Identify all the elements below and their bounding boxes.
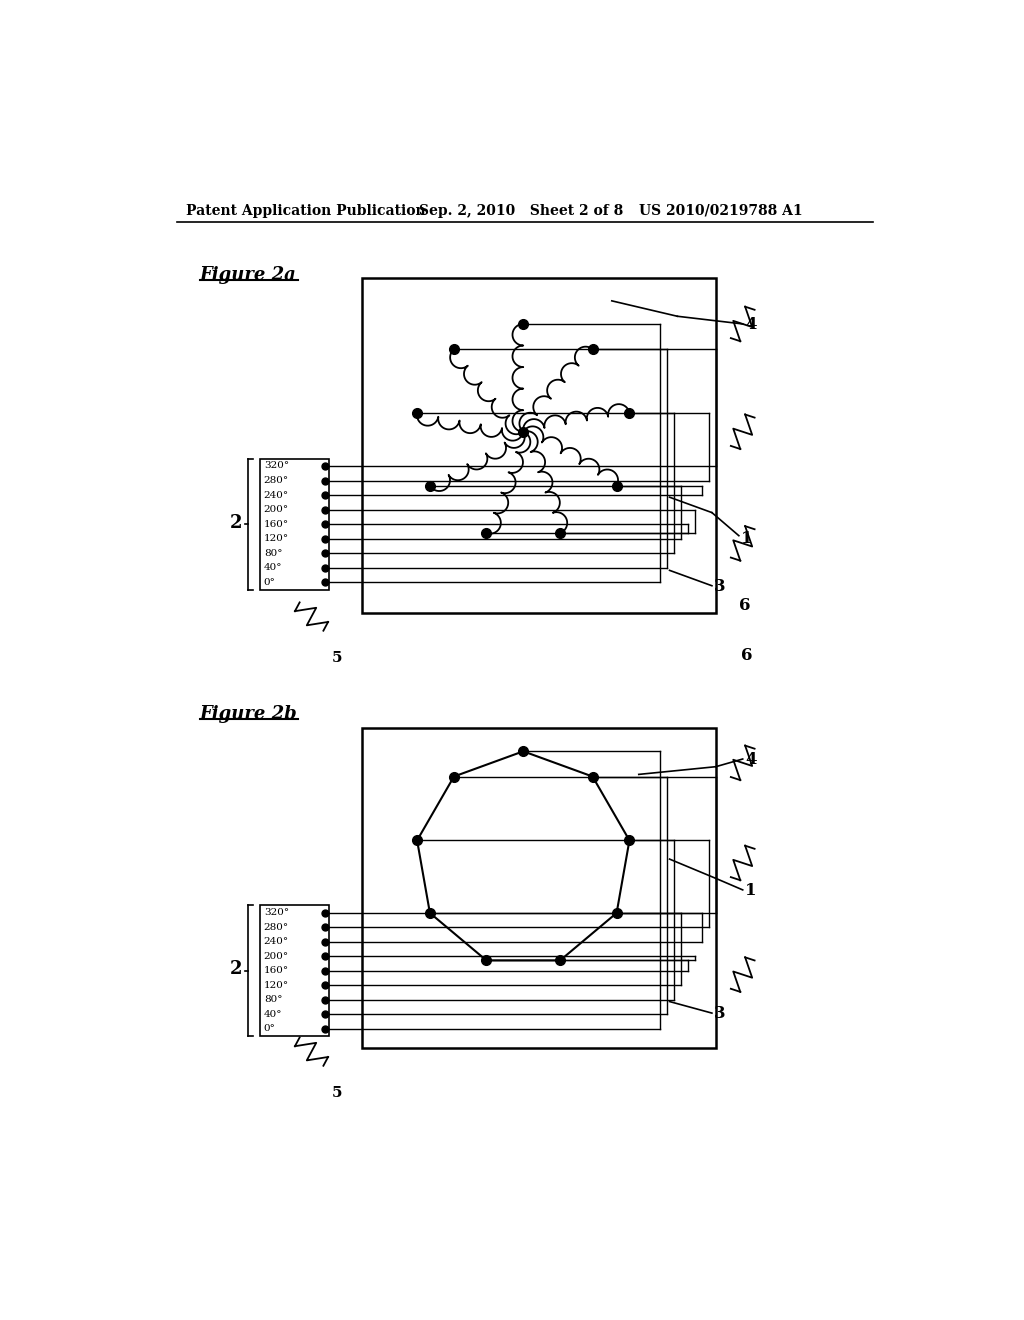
Text: 200°: 200° (264, 952, 289, 961)
Text: 0°: 0° (264, 1024, 275, 1034)
Text: 160°: 160° (264, 966, 289, 975)
Text: Figure 2b: Figure 2b (200, 705, 298, 723)
Text: 3: 3 (714, 578, 726, 595)
Text: 4: 4 (745, 751, 757, 767)
Text: 80°: 80° (264, 549, 283, 558)
Text: 1: 1 (741, 529, 753, 546)
Text: 0°: 0° (264, 578, 275, 587)
Bar (361, 277, 716, 612)
Text: 240°: 240° (264, 937, 289, 946)
Text: 240°: 240° (264, 491, 289, 499)
Text: US 2010/0219788 A1: US 2010/0219788 A1 (639, 203, 803, 218)
Text: 120°: 120° (264, 981, 289, 990)
Text: 5: 5 (332, 1086, 342, 1101)
Text: 5: 5 (332, 651, 342, 665)
Text: 200°: 200° (264, 506, 289, 513)
Text: 320°: 320° (264, 908, 289, 917)
Text: 280°: 280° (264, 923, 289, 932)
Text: 4: 4 (745, 317, 757, 333)
Text: 6: 6 (739, 597, 751, 614)
Text: 40°: 40° (264, 564, 283, 573)
Text: 160°: 160° (264, 520, 289, 528)
Text: 6: 6 (741, 647, 753, 664)
Text: 40°: 40° (264, 1010, 283, 1019)
Text: Sep. 2, 2010   Sheet 2 of 8: Sep. 2, 2010 Sheet 2 of 8 (419, 203, 624, 218)
Text: Figure 2a: Figure 2a (200, 267, 297, 284)
Text: 80°: 80° (264, 995, 283, 1005)
Text: Patent Application Publication: Patent Application Publication (186, 203, 426, 218)
Text: 120°: 120° (264, 535, 289, 544)
Bar (361, 729, 716, 1048)
Text: 2: 2 (229, 960, 243, 978)
Bar (260, 459, 330, 590)
Bar (260, 906, 330, 1036)
Text: 1: 1 (745, 882, 757, 899)
Text: 280°: 280° (264, 477, 289, 484)
Text: 2: 2 (229, 513, 243, 532)
Text: 320°: 320° (264, 462, 289, 470)
Text: 3: 3 (714, 1006, 726, 1023)
